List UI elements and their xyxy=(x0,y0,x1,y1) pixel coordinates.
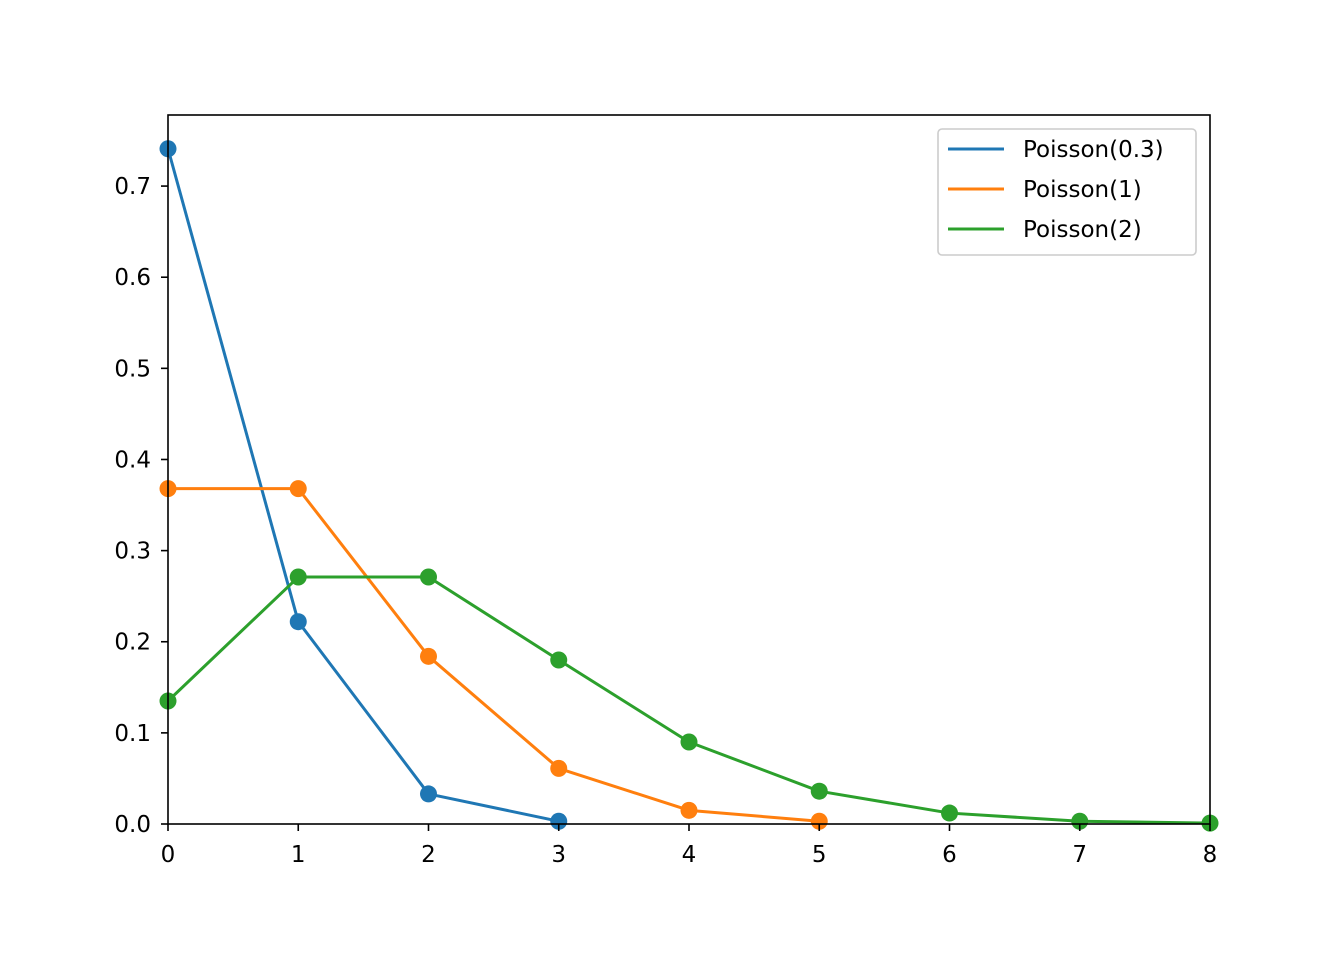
y-tick-label: 0.5 xyxy=(114,356,151,382)
legend-label: Poisson(0.3) xyxy=(1023,137,1164,163)
x-tick-label: 7 xyxy=(1072,842,1087,868)
data-point xyxy=(420,785,437,803)
x-tick-label: 1 xyxy=(291,842,306,868)
legend: Poisson(0.3) Poisson(1) Poisson(2) xyxy=(937,128,1197,256)
series-0 xyxy=(159,140,568,830)
legend-item-1: Poisson(1) xyxy=(948,177,1142,203)
data-point xyxy=(941,804,958,822)
y-tick-label: 0.0 xyxy=(114,812,151,838)
x-tick-label: 5 xyxy=(812,842,827,868)
data-point xyxy=(289,568,307,586)
series-1 xyxy=(159,480,828,830)
legend-item-2: Poisson(2) xyxy=(948,217,1142,243)
data-point xyxy=(420,568,437,586)
x-tick-label: 4 xyxy=(682,842,697,868)
data-point xyxy=(289,480,307,498)
data-point xyxy=(810,782,828,800)
legend-item-0: Poisson(0.3) xyxy=(948,137,1164,163)
x-tick-label: 3 xyxy=(551,842,566,868)
x-tick-label: 0 xyxy=(161,842,176,868)
y-tick-label: 0.3 xyxy=(114,539,151,565)
data-point xyxy=(680,733,698,751)
data-point xyxy=(289,613,307,631)
y-axis: 0.0 0.1 0.2 0.3 0.4 0.5 0.6 0.7 xyxy=(114,174,168,838)
series-line-0 xyxy=(166,146,561,824)
y-tick-label: 0.7 xyxy=(114,174,151,200)
data-point xyxy=(420,647,437,665)
data-point xyxy=(1071,812,1089,830)
x-tick-label: 6 xyxy=(942,842,957,868)
data-point xyxy=(680,801,698,819)
data-point xyxy=(810,812,828,830)
legend-label: Poisson(2) xyxy=(1023,217,1142,243)
x-tick-label: 2 xyxy=(421,842,436,868)
data-point xyxy=(550,812,568,830)
y-tick-label: 0.6 xyxy=(114,265,151,291)
y-tick-label: 0.1 xyxy=(114,721,151,747)
x-tick-label: 8 xyxy=(1203,842,1218,868)
legend-label: Poisson(1) xyxy=(1023,177,1142,203)
y-tick-label: 0.2 xyxy=(114,630,151,656)
x-axis: 0 1 2 3 4 5 6 7 8 xyxy=(161,824,1218,868)
axes: 0 1 2 3 4 5 6 7 8 0.0 0.1 0.2 0.3 0.4 0.5 0.6 0.7 xyxy=(114,114,1218,868)
series-line-1 xyxy=(166,487,821,823)
legend-box xyxy=(937,128,1197,256)
data-point xyxy=(550,651,568,669)
data-point xyxy=(550,759,568,777)
y-tick-label: 0.4 xyxy=(114,447,151,473)
